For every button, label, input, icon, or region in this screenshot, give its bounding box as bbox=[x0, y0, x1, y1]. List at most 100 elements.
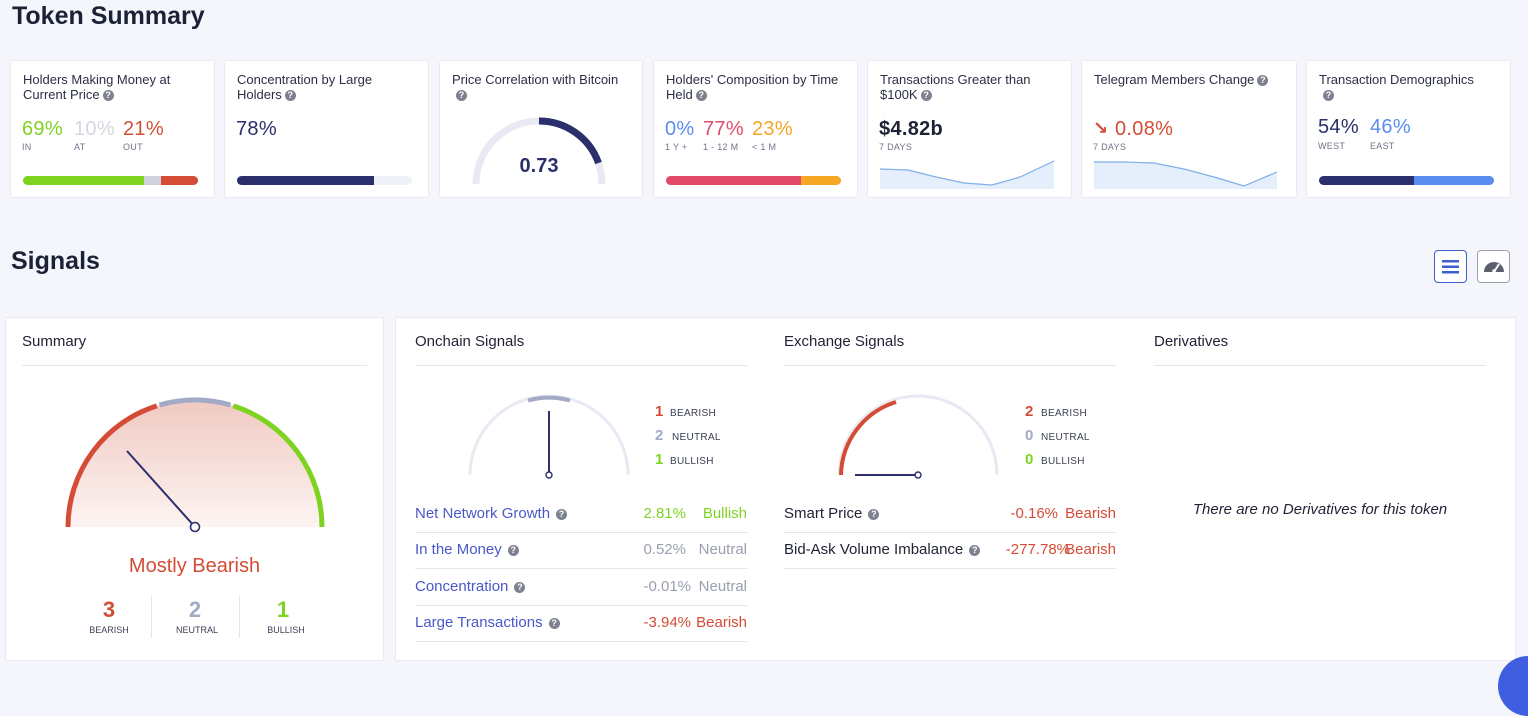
signal-row[interactable]: Bid-Ask Volume Imbalance? -277.78% Beari… bbox=[784, 532, 1116, 569]
signal-row[interactable]: Large Transactions? -3.94% Bearish bbox=[415, 605, 747, 642]
months-value: 77% bbox=[703, 118, 744, 140]
help-icon[interactable]: ? bbox=[695, 90, 707, 102]
summary-title: Summary bbox=[22, 333, 87, 350]
onchain-title: Onchain Signals bbox=[415, 333, 525, 350]
help-icon[interactable]: ? bbox=[1323, 90, 1334, 102]
transactions-sparkline bbox=[880, 160, 1055, 189]
onchain-bullish-count: 1 bbox=[655, 451, 664, 468]
signal-row[interactable]: In the Money? 0.52% Neutral bbox=[415, 532, 747, 569]
east-segment bbox=[1413, 176, 1494, 185]
arrow-down-right-icon: ↘ bbox=[1093, 118, 1109, 138]
exchange-bullish-label: BULLISH bbox=[1041, 456, 1085, 467]
signal-name[interactable]: Smart Price bbox=[784, 505, 863, 522]
signal-row[interactable]: Net Network Growth? 2.81% Bullish bbox=[415, 496, 747, 533]
correlation-card: Price Correlation with Bitcoin? 0.73 bbox=[440, 61, 642, 197]
onchain-bullish-label: BULLISH bbox=[670, 456, 714, 467]
card-title: Transaction Demographics bbox=[1319, 72, 1474, 87]
exchange-gauge bbox=[837, 394, 999, 479]
at-segment bbox=[143, 176, 162, 185]
months-label: 1 - 12 M bbox=[703, 142, 739, 152]
signal-name[interactable]: Net Network Growth bbox=[415, 505, 551, 522]
concentration-fill bbox=[237, 176, 374, 185]
telegram-card: Telegram Members Change? ↘ 0.08% 7 DAYS bbox=[1082, 61, 1296, 197]
signal-pct: -0.16% bbox=[1010, 505, 1058, 522]
onchain-bearish-label: BEARISH bbox=[670, 408, 717, 419]
signal-status: Bearish bbox=[696, 614, 747, 631]
in-label: IN bbox=[22, 142, 32, 152]
derivatives-empty-message: There are no Derivatives for this token bbox=[1192, 501, 1448, 518]
help-icon[interactable]: ? bbox=[548, 617, 560, 629]
chat-launcher-button[interactable] bbox=[1498, 656, 1528, 716]
help-icon[interactable]: ? bbox=[284, 90, 296, 102]
signal-row[interactable]: Concentration? -0.01% Neutral bbox=[415, 569, 747, 606]
bullish-label: BULLISH bbox=[267, 625, 305, 635]
help-icon[interactable]: ? bbox=[102, 90, 114, 102]
signal-pct: 2.81% bbox=[643, 505, 686, 522]
composition-card: Holders' Composition by Time Held? 0% 1 … bbox=[654, 61, 857, 197]
telegram-period: 7 DAYS bbox=[1093, 142, 1127, 152]
signal-pct: -3.94% bbox=[643, 614, 691, 631]
signal-name[interactable]: In the Money bbox=[415, 541, 502, 558]
exchange-bearish-label: BEARISH bbox=[1041, 408, 1088, 419]
onchain-gauge bbox=[468, 394, 630, 479]
token-summary-heading: Token Summary bbox=[12, 2, 205, 30]
telegram-value: 0.08% bbox=[1115, 118, 1174, 140]
in-segment bbox=[23, 176, 144, 185]
gauge-icon bbox=[1484, 262, 1504, 273]
months-segment bbox=[666, 176, 801, 185]
signal-name[interactable]: Concentration bbox=[415, 578, 509, 595]
signal-name[interactable]: Large Transactions bbox=[415, 614, 543, 631]
west-value: 54% bbox=[1318, 116, 1359, 138]
summary-gauge bbox=[65, 397, 325, 533]
help-icon[interactable]: ? bbox=[507, 544, 519, 556]
gauge-view-button[interactable] bbox=[1477, 250, 1510, 283]
signals-heading: Signals bbox=[11, 247, 100, 275]
exchange-neutral-label: NEUTRAL bbox=[1041, 432, 1090, 443]
correlation-gauge bbox=[472, 117, 606, 185]
summary-verdict: Mostly Bearish bbox=[128, 555, 261, 577]
help-icon[interactable]: ? bbox=[556, 508, 568, 520]
card-title: Concentration by Large Holders bbox=[237, 72, 373, 102]
derivatives-title: Derivatives bbox=[1154, 333, 1229, 350]
help-icon[interactable]: ? bbox=[514, 581, 526, 593]
transactions-card: Transactions Greater than $100K? $4.82b … bbox=[868, 61, 1071, 197]
out-segment bbox=[161, 176, 198, 185]
bearish-count: 3 bbox=[102, 597, 116, 622]
card-title: Price Correlation with Bitcoin bbox=[452, 72, 619, 87]
card-title: Holders' Composition by Time Held bbox=[666, 72, 839, 102]
demographics-card: Transaction Demographics? 54% WEST 46% E… bbox=[1307, 61, 1510, 197]
help-icon[interactable]: ? bbox=[456, 90, 467, 102]
out-value: 21% bbox=[123, 118, 164, 140]
help-icon[interactable]: ? bbox=[868, 508, 880, 520]
onchain-neutral-label: NEUTRAL bbox=[672, 432, 721, 443]
card-title: Transactions Greater than $100K bbox=[880, 72, 1031, 102]
holders-money-card: Holders Making Money at Current Price? 6… bbox=[11, 61, 214, 197]
signal-name[interactable]: Bid-Ask Volume Imbalance bbox=[784, 541, 964, 558]
signal-status: Neutral bbox=[698, 578, 747, 595]
concentration-card: Concentration by Large Holders? 78% bbox=[225, 61, 428, 197]
composition-bar bbox=[666, 176, 841, 185]
list-view-button[interactable] bbox=[1434, 250, 1467, 283]
help-icon[interactable]: ? bbox=[920, 90, 932, 102]
correlation-value: 0.73 bbox=[519, 155, 559, 177]
signals-panel: Onchain Signals 1 BEARISH 2 NEUTRAL 1 BU… bbox=[396, 318, 1515, 660]
neutral-count: 2 bbox=[188, 597, 202, 622]
out-label: OUT bbox=[123, 142, 143, 152]
signal-pct: -0.01% bbox=[643, 578, 691, 595]
exchange-bearish-count: 2 bbox=[1025, 403, 1034, 420]
west-segment bbox=[1319, 176, 1414, 185]
signal-row[interactable]: Smart Price? -0.16% Bearish bbox=[784, 496, 1116, 533]
help-icon[interactable]: ? bbox=[1257, 75, 1269, 87]
help-icon[interactable]: ? bbox=[969, 544, 981, 556]
signal-status: Neutral bbox=[698, 541, 747, 558]
transactions-period: 7 DAYS bbox=[879, 142, 913, 152]
card-title: Telegram Members Change bbox=[1094, 72, 1255, 87]
at-label: AT bbox=[74, 142, 86, 152]
signal-status: Bearish bbox=[1065, 541, 1116, 558]
month-segment bbox=[800, 176, 841, 185]
signal-status: Bullish bbox=[702, 505, 747, 522]
concentration-bar bbox=[237, 176, 412, 185]
month-label: < 1 M bbox=[752, 142, 777, 152]
signal-pct: -277.78% bbox=[1005, 541, 1070, 558]
telegram-sparkline bbox=[1094, 161, 1278, 189]
